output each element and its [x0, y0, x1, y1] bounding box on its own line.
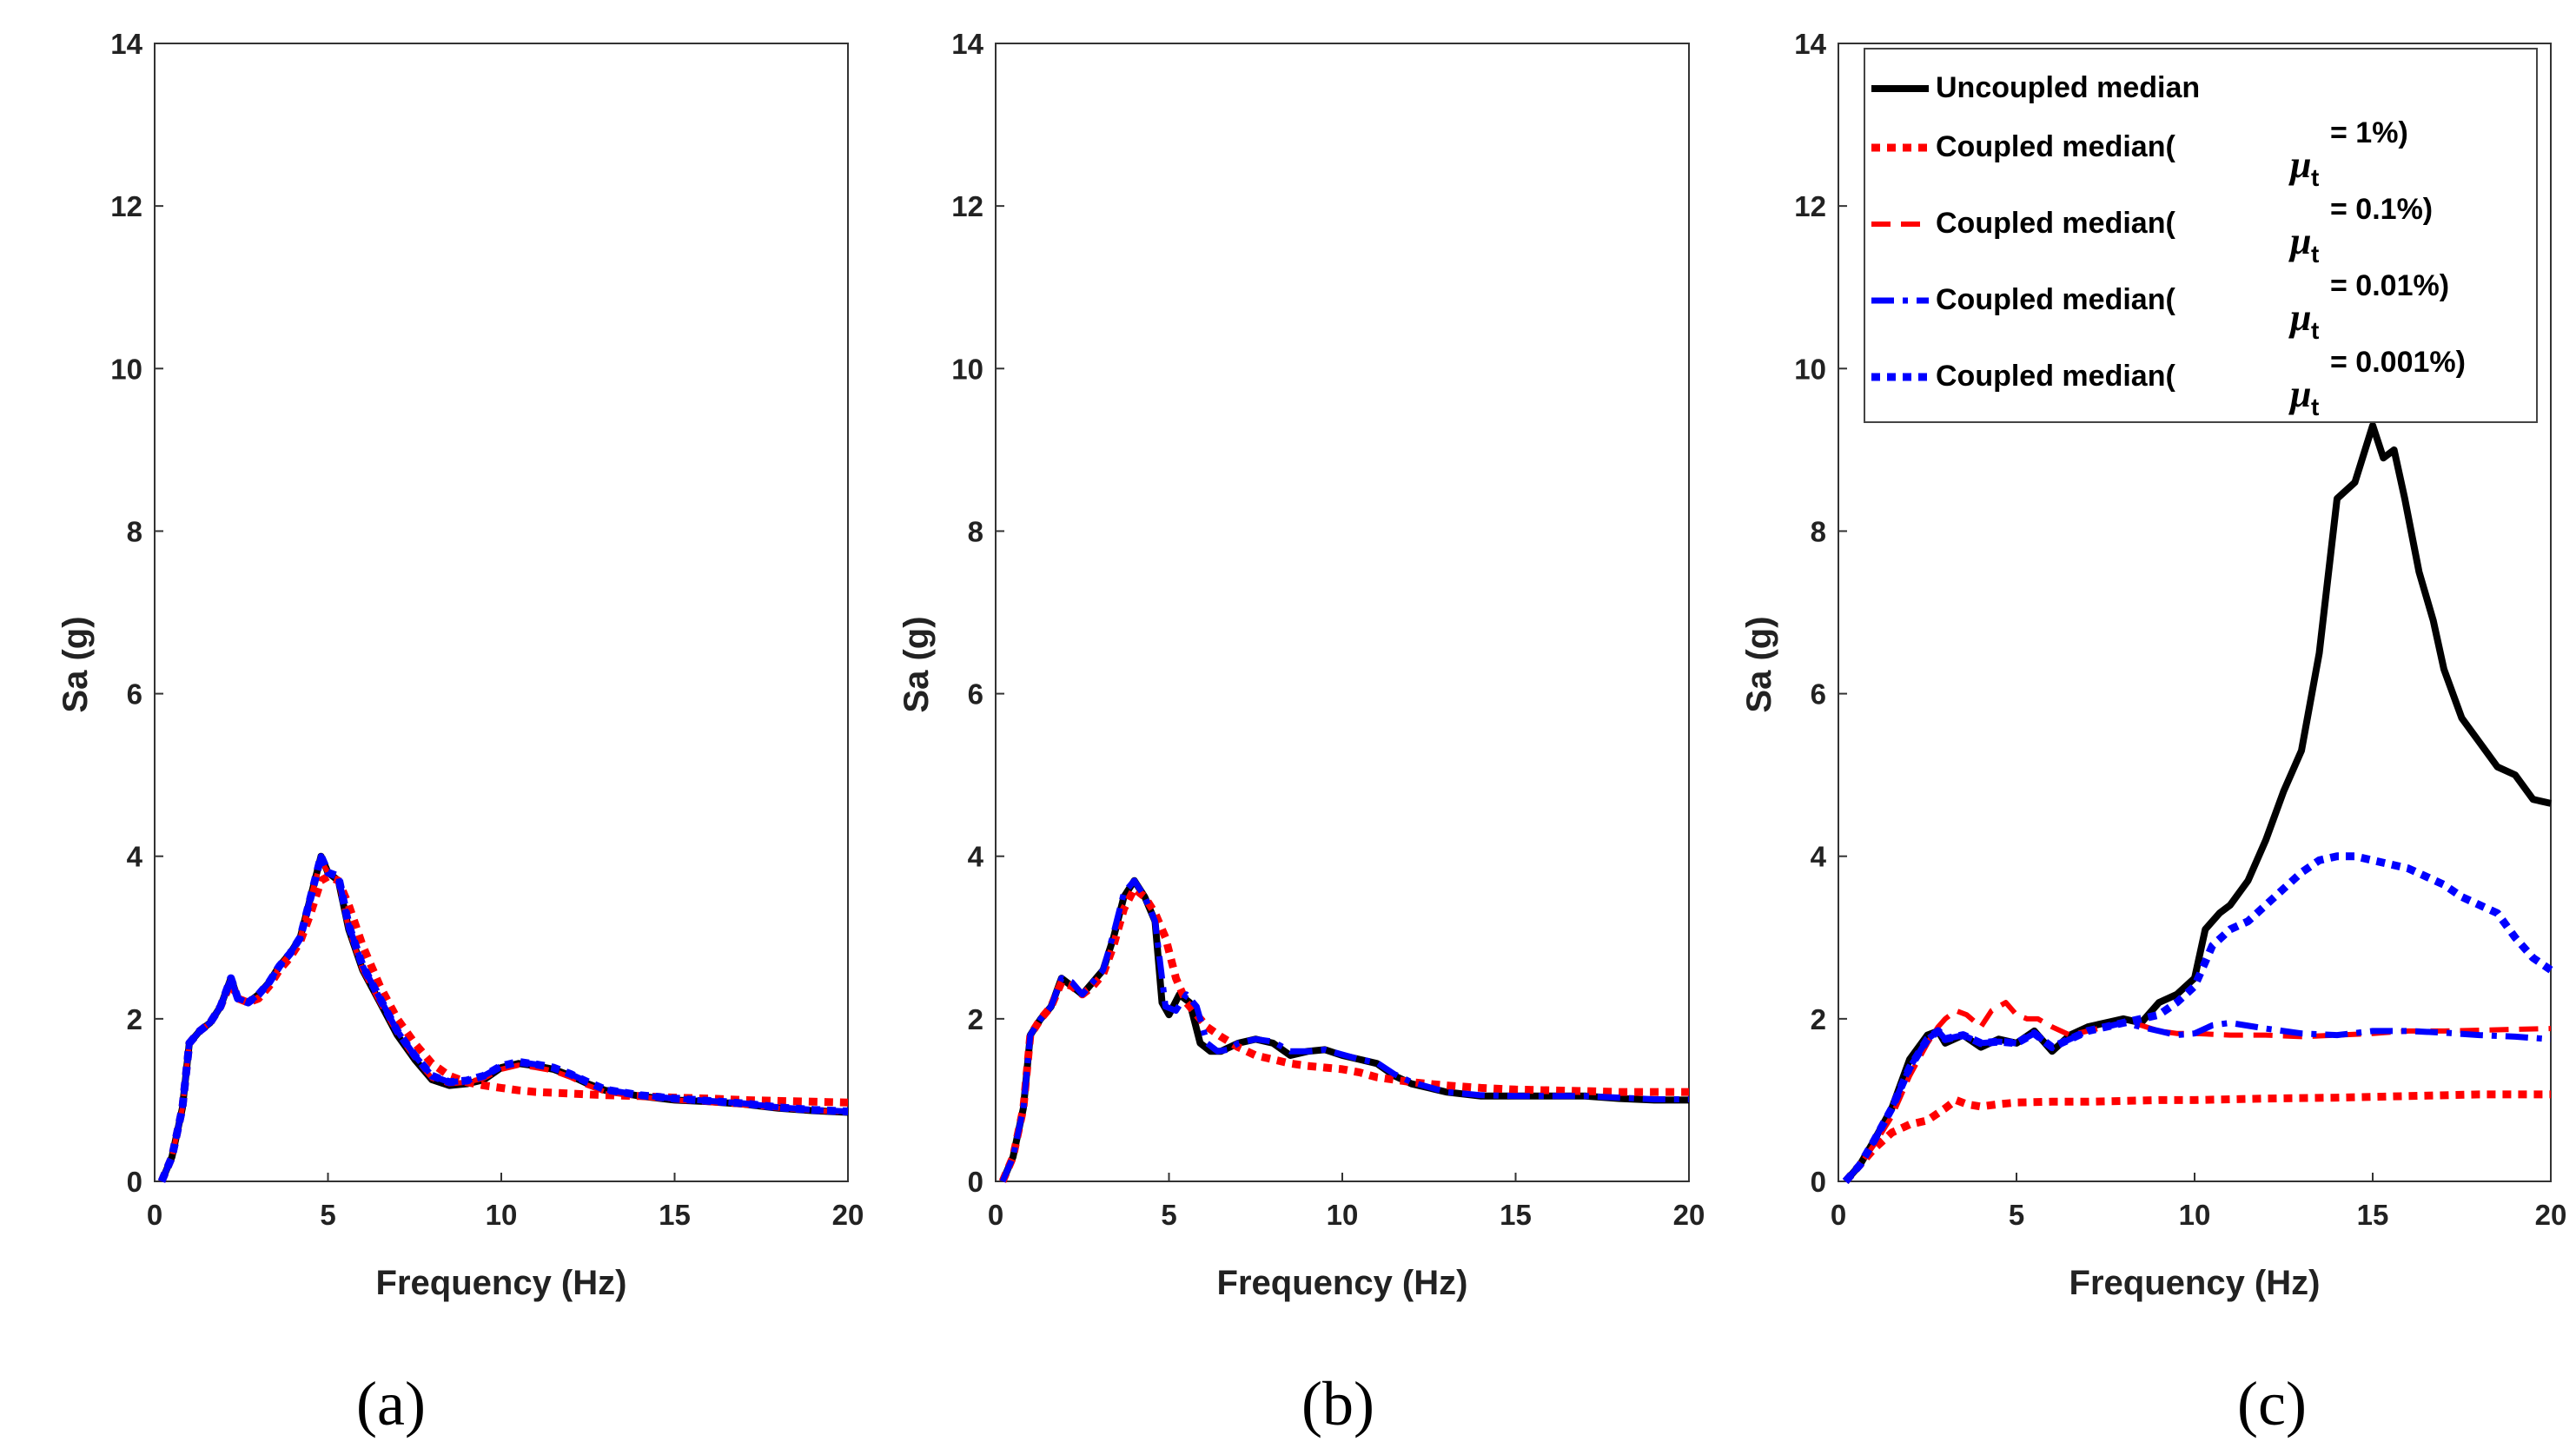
series-line-2	[998, 884, 1689, 1183]
y-tick-label: 8	[127, 515, 142, 547]
x-tick-label: 5	[320, 1199, 335, 1231]
chart-panel-2: 0 2 4 6 8 10 12 14 0 5 10 15 20 Frequency (Hz) Sa (g) (…	[897, 28, 1705, 1438]
series-line-4	[158, 853, 849, 1183]
series-line-2	[1842, 1090, 2551, 1184]
y-tick-label: 2	[1811, 1003, 1826, 1035]
legend-label: Coupled median(	[1936, 360, 2175, 393]
series-line-1	[999, 876, 1689, 1183]
x-tick-label: 5	[1161, 1199, 1176, 1231]
y-tick-label: 12	[110, 190, 142, 222]
series-line-3	[1843, 1000, 2552, 1183]
series-line-1	[1843, 421, 2552, 1184]
y-tick-label: 2	[968, 1003, 983, 1035]
y-tick-label: 10	[951, 353, 983, 385]
series-line-5	[157, 852, 849, 1183]
y-axis-label: Sa (g)	[1740, 616, 1778, 712]
y-tick-label: 6	[127, 678, 142, 711]
x-tick-label: 20	[832, 1199, 864, 1231]
y-tick-label: 0	[1811, 1166, 1826, 1198]
legend-mu-symbol: μ	[2288, 143, 2311, 186]
series-line-2	[157, 872, 849, 1183]
y-tick-label: 10	[110, 353, 142, 385]
x-axis-label: Frequency (Hz)	[376, 1264, 627, 1302]
x-tick-label: 0	[1831, 1199, 1846, 1231]
x-tick-label: 0	[988, 1199, 1003, 1231]
y-tick-label: 4	[968, 841, 984, 873]
y-tick-label: 8	[1811, 515, 1826, 547]
legend-mu-symbol: μ	[2288, 296, 2311, 339]
x-tick-label: 10	[486, 1199, 518, 1231]
y-tick-label: 10	[1794, 353, 1826, 385]
panel-label: (c)	[2237, 1369, 2307, 1438]
series-line-5	[1842, 852, 2553, 1184]
legend-mu-subscript: t	[2311, 241, 2319, 268]
series-line-3	[159, 857, 849, 1183]
chart-panel-3: 0 2 4 6 8 10 12 14 0 5 10 15 20 Frequency (Hz) Sa (g) (…	[1740, 28, 2566, 1438]
legend-label: Coupled median(	[1936, 283, 2175, 316]
legend-box	[1864, 48, 2538, 423]
y-axis-label: Sa (g)	[56, 616, 95, 712]
axes-frame	[154, 43, 849, 1182]
y-tick-label: 2	[127, 1003, 142, 1035]
legend-mu-subscript: t	[2311, 394, 2319, 420]
legend-value: = 0.01%)	[2330, 269, 2449, 302]
legend-value: = 1%)	[2330, 116, 2408, 149]
x-tick-label: 20	[1673, 1199, 1705, 1231]
axes-frame	[995, 43, 1690, 1182]
chart-panel-1: 0 2 4 6 8 10 12 14 0 5 10 15 20 Frequency (Hz) Sa (g) (…	[56, 28, 864, 1438]
legend-label: Coupled median(	[1936, 130, 2175, 163]
legend-mu-symbol: μ	[2288, 373, 2311, 415]
y-tick-label: 12	[1794, 190, 1826, 222]
x-tick-label: 10	[2179, 1199, 2211, 1231]
panel-label: (b)	[1301, 1369, 1374, 1438]
x-tick-label: 15	[1500, 1199, 1532, 1231]
legend-label: Coupled median(	[1936, 207, 2175, 240]
x-axis-label: Frequency (Hz)	[2069, 1264, 2321, 1302]
legend-mu-symbol: μ	[2288, 220, 2311, 262]
y-axis-label: Sa (g)	[897, 616, 936, 712]
y-tick-label: 14	[1794, 28, 1826, 60]
y-tick-label: 14	[951, 28, 983, 60]
legend-label: Uncoupled median	[1936, 71, 2200, 104]
legend-value: = 0.001%)	[2330, 346, 2466, 379]
y-tick-label: 4	[127, 841, 143, 873]
y-tick-label: 4	[1811, 841, 1827, 873]
x-tick-label: 0	[147, 1199, 162, 1231]
x-axis-label: Frequency (Hz)	[1217, 1264, 1468, 1302]
x-tick-label: 5	[2009, 1199, 2024, 1231]
series-line-1	[158, 852, 849, 1183]
y-tick-label: 6	[968, 678, 983, 711]
x-tick-label: 15	[2357, 1199, 2389, 1231]
y-tick-label: 6	[1811, 678, 1826, 711]
y-tick-label: 12	[951, 190, 983, 222]
y-tick-label: 0	[127, 1166, 142, 1198]
series-line-3	[999, 877, 1689, 1183]
legend-mu-subscript: t	[2311, 317, 2319, 344]
legend-mu-subscript: t	[2311, 164, 2319, 191]
x-tick-label: 15	[659, 1199, 691, 1231]
panel-label: (a)	[356, 1369, 426, 1438]
legend-value: = 0.1%)	[2330, 193, 2433, 226]
x-tick-label: 10	[1327, 1199, 1359, 1231]
y-tick-label: 14	[110, 28, 142, 60]
y-tick-label: 0	[968, 1166, 983, 1198]
x-tick-label: 20	[2535, 1199, 2567, 1231]
y-tick-label: 8	[968, 515, 983, 547]
